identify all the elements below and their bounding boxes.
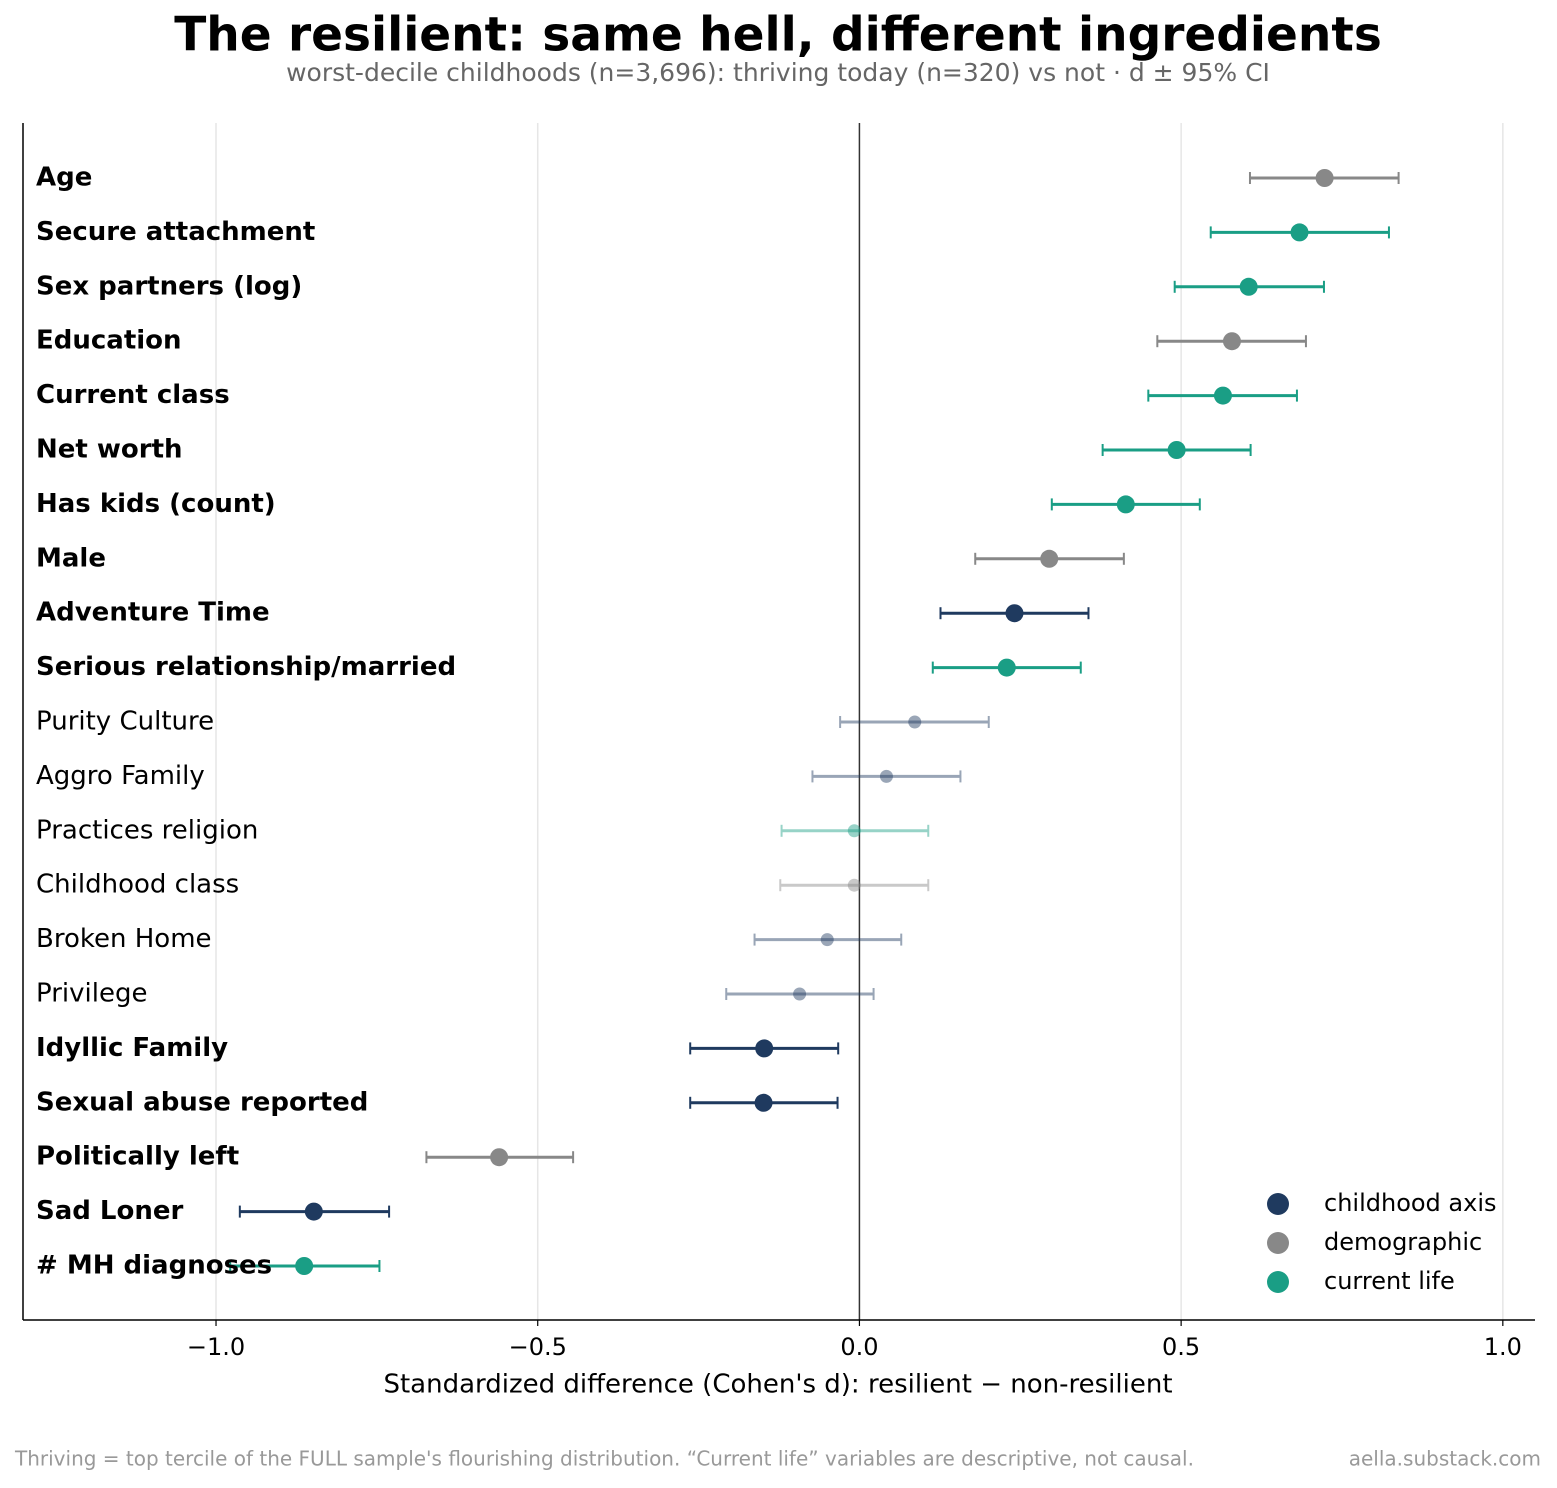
dot — [847, 824, 861, 838]
row-label: Politically left — [36, 1142, 239, 1172]
row-label: Sexual abuse reported — [36, 1087, 368, 1117]
x-tick-label: 0.5 — [1162, 1333, 1200, 1361]
legend-label: demographic — [1324, 1228, 1482, 1256]
dot — [295, 1257, 314, 1275]
legend-marker — [1267, 1271, 1289, 1293]
dot — [755, 1039, 774, 1058]
dot — [1040, 549, 1059, 568]
row-label: Current class — [36, 380, 230, 410]
dot — [793, 987, 807, 1001]
error-bar — [811, 770, 962, 783]
row-label: Childhood class — [36, 870, 239, 900]
legend-marker — [1267, 1193, 1289, 1215]
error-bar — [753, 933, 903, 946]
x-tick-label: −0.5 — [509, 1333, 567, 1361]
dot — [908, 715, 922, 729]
row-label: Net worth — [36, 435, 183, 465]
row-label: Sex partners (log) — [36, 271, 302, 301]
legend-marker — [1267, 1232, 1289, 1254]
row-label: Broken Home — [36, 924, 212, 954]
row-label: Serious relationship/married — [36, 652, 456, 682]
row-label: Sad Loner — [36, 1196, 184, 1226]
chart-title: The resilient: same hell, different ingr… — [174, 8, 1382, 63]
dot — [820, 933, 834, 947]
row-label: Education — [36, 326, 182, 356]
dot — [1239, 277, 1258, 296]
footnote: Thriving = top tercile of the FULL sampl… — [14, 1447, 1194, 1471]
row-label: Adventure Time — [36, 598, 270, 628]
x-axis-label: Standardized difference (Cohen's d): res… — [383, 1370, 1172, 1400]
row-label: Age — [36, 163, 92, 193]
dot — [1213, 386, 1232, 405]
row-label: Aggro Family — [36, 761, 205, 791]
row-label: Purity Culture — [36, 707, 214, 737]
source: aella.substack.com — [1349, 1447, 1541, 1471]
dot — [490, 1148, 509, 1167]
error-bar — [725, 988, 875, 1000]
row-label: Privilege — [36, 979, 147, 1009]
row-label: Male — [36, 543, 106, 573]
x-tick-label: 1.0 — [1484, 1333, 1522, 1361]
dot — [997, 658, 1016, 677]
error-bar — [839, 716, 990, 728]
dot — [1315, 169, 1334, 187]
dot — [847, 878, 861, 892]
dot — [304, 1202, 323, 1221]
dot — [879, 769, 893, 783]
legend-label: current life — [1324, 1267, 1455, 1295]
dot — [1290, 223, 1309, 242]
legend-label: childhood axis — [1324, 1189, 1497, 1217]
dot — [754, 1093, 773, 1112]
row-label: Has kids (count) — [36, 489, 276, 519]
chart-subtitle: worst-decile childhoods (n=3,696): thriv… — [286, 58, 1270, 87]
row-label: Secure attachment — [36, 217, 315, 247]
row-label: # MH diagnoses — [36, 1251, 272, 1281]
error-bar — [779, 879, 930, 892]
dot — [1116, 495, 1135, 514]
x-tick-label: 0.0 — [840, 1333, 878, 1361]
error-bar — [780, 824, 930, 837]
dot — [1222, 332, 1241, 351]
row-label: Practices religion — [36, 815, 258, 845]
dot — [1005, 604, 1024, 623]
dot — [1167, 441, 1186, 459]
x-tick-label: −1.0 — [187, 1333, 245, 1361]
row-label: Idyllic Family — [36, 1033, 228, 1063]
